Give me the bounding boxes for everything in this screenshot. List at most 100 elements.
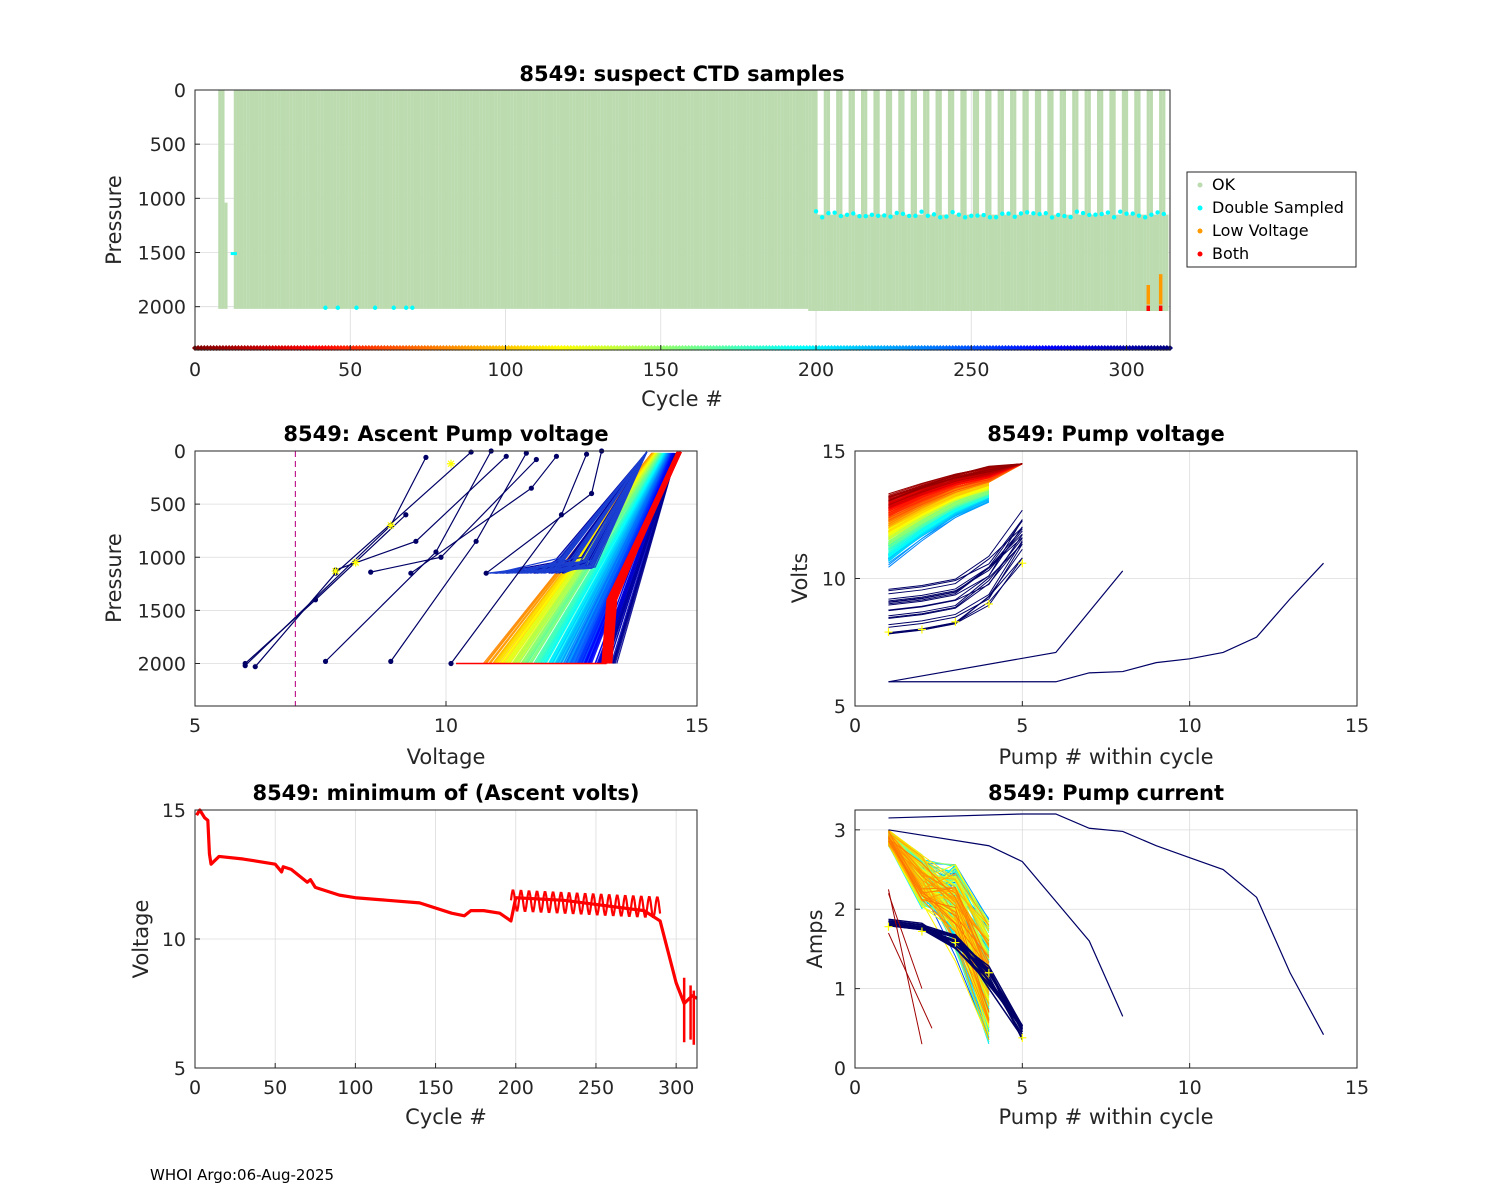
x-tick-label: 5 [189,715,201,737]
minv-title: 8549: minimum of (Ascent volts) [252,781,639,805]
ascent-star [351,558,360,567]
pump-voltage-line [888,490,990,545]
double-sampled-mark [863,214,868,219]
double-sampled-mark [1049,215,1055,220]
ascent-profile [537,451,648,574]
pump-voltage-line-late [888,520,1023,600]
pumpv-xlabel: Pump # within cycle [999,745,1214,769]
pumpv-title: 8549: Pump voltage [987,422,1225,446]
ascent-profile-early [610,451,678,664]
y-tick-label: 1500 [138,600,186,622]
y-tick-label: 0 [174,80,186,102]
y-tick-label: 1 [834,979,846,1001]
double-sampled-mark [993,215,999,220]
pump-current-series [888,813,1325,1035]
double-sampled-mark [931,212,937,217]
ascent-profile [542,452,665,664]
pump-current-line [888,832,990,946]
double-sampled-mark [1012,214,1017,219]
double-sampled-mark [975,213,980,218]
ascent-point [322,658,329,664]
pump-voltage-line-late [888,534,1023,612]
pump-voltage-line [888,463,1023,521]
double-sampled-mark [1043,211,1048,216]
ascent-profile [505,452,658,664]
pump-voltage-series [888,562,1324,683]
ascent-point [388,658,394,664]
double-sampled-mark [820,215,825,220]
pump-voltage-line [888,496,990,561]
ascent-point [483,570,489,576]
double-sampled-mark [335,305,341,310]
x-tick-label: 15 [685,715,709,737]
ascent-profile [565,452,670,664]
pump-current-series [888,829,1124,1017]
ascent-data [242,448,682,706]
x-tick-label: 100 [487,359,523,381]
ascent-ylabel: Pressure [102,533,126,623]
ascent-point [433,549,439,555]
double-sampled-mark [1161,211,1166,217]
ascent-profile-early [602,451,679,664]
y-tick-label: 500 [150,494,186,516]
ascent-point [368,569,374,575]
ascent-point [533,456,539,463]
double-sampled-mark [1062,213,1067,219]
double-sampled-mark [844,212,850,217]
x-tick-label: 300 [1108,359,1144,381]
x-tick-label: 0 [189,1077,201,1099]
ascent-point [312,597,319,603]
double-sampled-mark [1037,211,1042,217]
double-sampled-mark [851,211,856,216]
ascent-profile [557,452,668,664]
legend-low: Low Voltage [1212,221,1309,240]
y-tick-label: 2000 [138,654,186,676]
pump-voltage-star [951,617,960,626]
double-sampled-mark [1155,210,1160,215]
x-tick-label: 10 [1178,1077,1202,1099]
ascent-point [473,538,479,544]
double-sampled-mark [832,210,837,215]
x-tick-label: 300 [658,1077,694,1099]
ascent-point [413,538,419,544]
ascent-point [408,570,414,576]
double-sampled-mark [1124,211,1129,216]
pump-voltage-line-late [888,528,1023,603]
double-sampled-mark [1006,211,1011,216]
pump-current-star [951,938,960,947]
double-sampled-mark [906,213,912,219]
double-sampled-mark [1118,209,1123,214]
ctd-ticks: 0 50 100 150 200 250 300 0 500 1000 1500 2000 [138,80,1145,381]
pump-voltage-line-late [888,538,1023,619]
ascent-point [403,512,409,518]
double-sampled-mark [1149,212,1154,217]
double-sampled-mark [1087,212,1092,218]
pump-current-line [888,836,990,964]
pump-voltage-line [888,484,990,529]
x-tick-label: 0 [849,1077,861,1099]
x-tick-label: 50 [263,1077,287,1099]
double-sampled-mark [944,214,949,219]
ascent-profile [509,452,658,664]
x-tick-label: 0 [189,359,201,381]
double-sampled-mark [1056,212,1061,218]
ascent-point [423,454,429,460]
double-sampled-mark [888,214,893,219]
ascent-point [528,485,534,491]
y-tick-label: 1000 [138,188,186,210]
minv-ylabel: Voltage [129,900,153,979]
double-sampled-mark [913,213,918,219]
y-tick-label: 0 [834,1058,846,1080]
pump-voltage-line [888,496,990,554]
pump-voltage-line [888,463,1023,502]
minv-xlabel: Cycle # [405,1105,487,1129]
double-sampled-mark [1130,211,1135,216]
pump-current-line-late [888,922,1023,1030]
x-tick-label: 15 [1345,1077,1369,1099]
y-tick-label: 5 [174,1058,186,1080]
double-sampled-mark [956,212,962,217]
pump-voltage-line [888,463,1023,506]
y-tick-label: 10 [162,929,186,951]
footer-stamp: WHOI Argo:06-Aug-2025 [150,1166,335,1184]
pump-voltage-line-late [888,541,1023,619]
